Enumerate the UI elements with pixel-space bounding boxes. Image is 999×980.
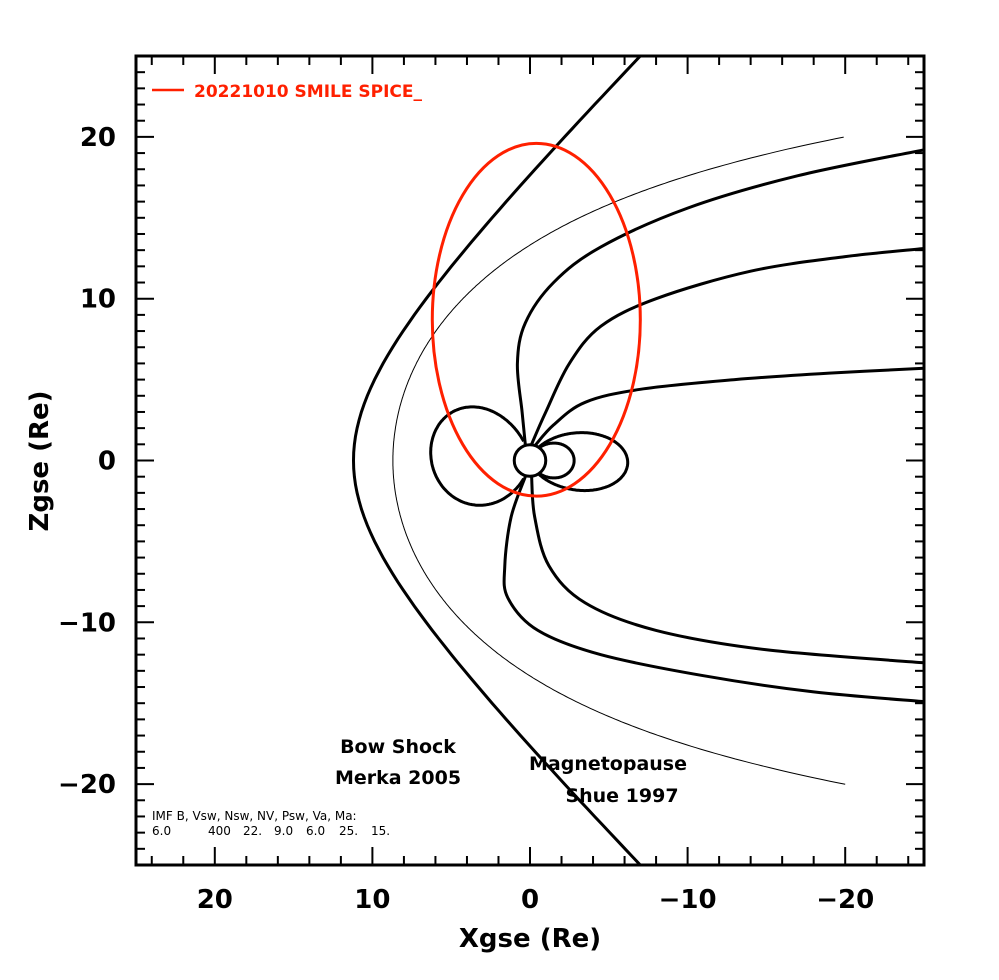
closed-loop-nightside-inner: [538, 441, 576, 480]
y-axis-title: Zgse (Re): [25, 390, 55, 531]
magnetopause-annotation: Magnetopause Shue 1997: [529, 753, 687, 807]
y-tick-label: 0: [98, 447, 116, 477]
solar-wind-parameters: IMF B, Vsw, Nsw, NV, Psw, Va, Ma: 6.0 40…: [152, 809, 390, 838]
parameter-imf-b: 6.0: [152, 824, 171, 838]
bow-shock-curve: [351, 56, 643, 865]
parameter-psw: 6.0: [306, 824, 325, 838]
parameter-ma: 15.: [371, 824, 390, 838]
x-tick-label: 20: [197, 885, 233, 915]
closed-loop-dayside: [429, 405, 526, 507]
magnetopause-curve: [392, 136, 846, 785]
plot-frame: [134, 54, 926, 867]
parameter-nv: 9.0: [274, 824, 293, 838]
x-tick-label: −20: [816, 885, 874, 915]
field-line-open-north-outer: [515, 148, 924, 445]
field-line-open-south-outer: [502, 476, 924, 704]
x-tick-label: 0: [521, 885, 539, 915]
parameter-va: 25.: [339, 824, 358, 838]
field-line-open-south-inner: [530, 476, 924, 665]
legend: 20221010 SMILE SPICE_: [152, 82, 423, 102]
plot-curves: [351, 56, 924, 865]
x-tick-label: −10: [659, 885, 717, 915]
y-tick-label: 10: [80, 285, 116, 315]
y-tick-label: −10: [58, 608, 116, 638]
y-tick-label: 20: [80, 123, 116, 153]
parameter-vsw: 400: [208, 824, 231, 838]
y-tick-label: −20: [58, 770, 116, 800]
parameter-nsw: 22.: [243, 824, 262, 838]
bow-shock-model: Merka 2005: [335, 767, 461, 789]
earth-circle: [512, 443, 548, 478]
bow-shock-annotation: Bow Shock Merka 2005: [335, 736, 461, 789]
field-line-open-north-inner: [533, 366, 924, 447]
field-line-open-north-middle: [530, 247, 924, 445]
smile-orbit-ellipse: [430, 141, 642, 498]
x-axis-title: Xgse (Re): [459, 924, 601, 954]
magnetopause-model: Shue 1997: [565, 785, 678, 807]
magnetopause-label: Magnetopause: [529, 753, 687, 775]
legend-label-orbit: 20221010 SMILE SPICE_: [194, 82, 423, 102]
x-tick-label: 10: [354, 885, 390, 915]
closed-loop-nightside-outer: [535, 431, 630, 493]
axis-tick-labels: 20 10 0 −10 −20 20 10 0 −10 −20: [58, 123, 874, 915]
bow-shock-label: Bow Shock: [340, 736, 456, 758]
parameters-header: IMF B, Vsw, Nsw, NV, Psw, Va, Ma:: [152, 809, 357, 823]
